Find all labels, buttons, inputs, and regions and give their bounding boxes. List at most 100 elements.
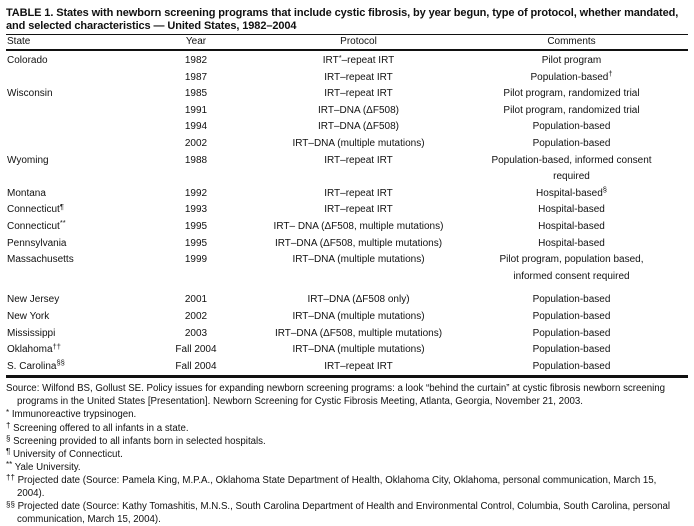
state-cell: S. Carolina§§ bbox=[7, 358, 65, 372]
comments-cell: Population-based bbox=[532, 294, 611, 306]
year-cell: 1992 bbox=[184, 187, 208, 199]
footnote-marker: §§ bbox=[6, 499, 15, 509]
year-cell: 2002 bbox=[184, 137, 208, 149]
protocol-cell: IRT– DNA (ΔF508, multiple mutations) bbox=[273, 220, 444, 232]
comments-cell: Hospital-based§ bbox=[536, 185, 607, 199]
state-cell bbox=[6, 103, 156, 120]
protocol-cell: IRT–DNA (multiple mutations) bbox=[292, 310, 425, 322]
comments-cell: Pilot program, population based, informed… bbox=[499, 254, 644, 282]
protocol-cell: IRT–repeat IRT bbox=[324, 187, 393, 199]
protocol-cell: IRT–repeat IRT bbox=[324, 71, 393, 83]
footnote-marker: § bbox=[6, 434, 11, 444]
table-row: Connecticut¶ 1993 IRT–repeat IRT Hospital-b… bbox=[6, 202, 688, 219]
column-header-state: State bbox=[6, 34, 156, 51]
comments-cell: Population-based† bbox=[530, 69, 613, 83]
column-header-year: Year bbox=[156, 34, 236, 51]
comments-cell: Population-based bbox=[532, 310, 611, 322]
table-row: Montana 1992 IRT–repeat IRT Hospital-based§ bbox=[6, 186, 688, 203]
protocol-cell: IRT–repeat IRT bbox=[324, 360, 393, 372]
state-cell: Pennsylvania bbox=[7, 237, 67, 249]
table-body: Colorado 1982 IRT*–repeat IRT Pilot program… bbox=[6, 50, 688, 377]
protocol-cell: IRT–DNA (multiple mutations) bbox=[292, 344, 425, 356]
table-row: 1991 IRT–DNA (ΔF508) Pilot program, random… bbox=[6, 103, 688, 120]
comments-cell: Pilot program, randomized trial bbox=[503, 104, 640, 116]
year-cell: 1988 bbox=[184, 154, 208, 166]
year-cell: 2002 bbox=[184, 310, 208, 322]
comments-cell: Population-based bbox=[532, 327, 611, 339]
footnote-marker: * bbox=[6, 407, 10, 417]
footnotes: Source: Wilfond BS, Gollust SE. Policy i… bbox=[6, 382, 688, 526]
superscript-marker: §§ bbox=[56, 358, 65, 368]
year-cell: 2001 bbox=[184, 294, 208, 306]
footnote: §§ Projected date (Source: Kathy Tomashi… bbox=[6, 499, 671, 526]
superscript-marker: * bbox=[338, 52, 342, 62]
state-cell: Wisconsin bbox=[7, 88, 53, 100]
table-row: Wisconsin 1985 IRT–repeat IRT Pilot program… bbox=[6, 86, 688, 103]
comments-cell: Pilot program, randomized trial bbox=[503, 88, 640, 100]
source-note: Source: Wilfond BS, Gollust SE. Policy i… bbox=[6, 383, 666, 408]
state-cell: Massachusetts bbox=[7, 254, 74, 266]
footnote: † Screening offered to all infants in a … bbox=[6, 421, 189, 434]
state-cell bbox=[6, 119, 156, 136]
table-row: 1994 IRT–DNA (ΔF508) Population-based bbox=[6, 119, 688, 136]
footnote: ** Yale University. bbox=[6, 460, 81, 473]
comments-cell: Pilot program bbox=[541, 55, 602, 66]
year-cell: 2003 bbox=[184, 327, 208, 339]
table-row: Oklahoma†† Fall 2004 IRT–DNA (multiple mut… bbox=[6, 342, 688, 359]
year-cell: Fall 2004 bbox=[175, 344, 217, 356]
state-cell: New Jersey bbox=[7, 294, 60, 306]
state-cell: Mississippi bbox=[7, 327, 56, 339]
footnote-marker: ¶ bbox=[6, 447, 11, 457]
footnote: †† Projected date (Source: Pamela King, … bbox=[6, 473, 657, 500]
table-row: New Jersey 2001 IRT–DNA (ΔF508 only) Popula… bbox=[6, 285, 688, 309]
year-cell: 1995 bbox=[184, 237, 208, 249]
comments-cell: Population-based bbox=[532, 121, 611, 133]
state-cell bbox=[6, 70, 156, 87]
superscript-marker: § bbox=[602, 185, 607, 195]
comments-cell: Hospital-based bbox=[538, 237, 605, 249]
header-row: State Year Protocol Comments bbox=[6, 34, 688, 51]
table-row: Massachusetts 1999 IRT–DNA (multiple mutat… bbox=[6, 252, 688, 285]
comments-cell: Population-based bbox=[532, 137, 611, 149]
state-cell: Oklahoma†† bbox=[7, 341, 61, 356]
protocol-cell: IRT–repeat IRT bbox=[324, 204, 393, 216]
table-row: 1987 IRT–repeat IRT Population-based† bbox=[6, 70, 688, 87]
table-row: S. Carolina§§ Fall 2004 IRT–repeat IRT Popu… bbox=[6, 359, 688, 377]
protocol-cell: IRT–DNA (ΔF508 only) bbox=[307, 294, 410, 306]
footnote-marker: †† bbox=[6, 473, 15, 483]
table-header: State Year Protocol Comments bbox=[6, 34, 688, 51]
protocol-cell: IRT–repeat IRT bbox=[324, 88, 393, 100]
protocol-cell: IRT–repeat IRT bbox=[324, 154, 393, 166]
superscript-marker: ** bbox=[59, 218, 66, 228]
comments-cell: Hospital-based bbox=[538, 220, 605, 232]
state-cell: New York bbox=[7, 310, 50, 322]
table-row: Pennsylvania 1995 IRT–DNA (ΔF508, multiple… bbox=[6, 236, 688, 253]
superscript-marker: † bbox=[608, 69, 613, 79]
comments-cell: Population-based bbox=[532, 344, 611, 356]
protocol-cell: IRT–DNA (multiple mutations) bbox=[292, 254, 425, 266]
table-row: Colorado 1982 IRT*–repeat IRT Pilot program bbox=[6, 50, 688, 70]
table-row: Wyoming 1988 IRT–repeat IRT Population-base… bbox=[6, 153, 688, 186]
protocol-cell: IRT–DNA (ΔF508, multiple mutations) bbox=[274, 327, 443, 339]
comments-cell: Population-based bbox=[532, 360, 611, 372]
superscript-marker: †† bbox=[52, 341, 61, 351]
comments-cell: Hospital-based bbox=[538, 204, 605, 216]
year-cell: 1999 bbox=[184, 254, 208, 266]
table-title: TABLE 1. States with newborn screening p… bbox=[6, 7, 679, 32]
footnote-marker: † bbox=[6, 421, 11, 431]
year-cell: 1987 bbox=[184, 71, 208, 83]
screening-programs-table: State Year Protocol Comments Colorado 198… bbox=[6, 34, 688, 379]
table-row: New York 2002 IRT–DNA (multiple mutations)… bbox=[6, 309, 688, 326]
table-row: Mississippi 2003 IRT–DNA (ΔF508, multiple … bbox=[6, 326, 688, 343]
state-cell: Connecticut** bbox=[7, 218, 66, 232]
protocol-cell: IRT*–repeat IRT bbox=[322, 52, 395, 66]
protocol-cell: IRT–DNA (multiple mutations) bbox=[292, 137, 425, 149]
year-cell: 1991 bbox=[184, 104, 208, 116]
year-cell: 1993 bbox=[184, 204, 208, 216]
state-cell: Wyoming bbox=[7, 154, 49, 166]
superscript-marker: ¶ bbox=[59, 201, 64, 211]
year-cell: Fall 2004 bbox=[175, 360, 217, 372]
year-cell: 1994 bbox=[184, 121, 208, 133]
footnote: § Screening provided to all infants born… bbox=[6, 434, 266, 447]
